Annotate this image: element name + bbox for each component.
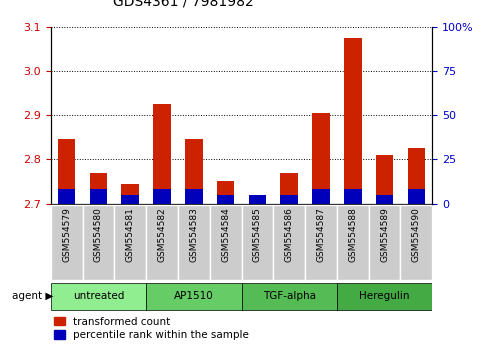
Bar: [217, 195, 234, 204]
Bar: [153, 189, 171, 204]
Text: GSM554579: GSM554579: [62, 207, 71, 262]
Bar: [408, 148, 425, 204]
Legend: transformed count, percentile rank within the sample: transformed count, percentile rank withi…: [54, 317, 249, 340]
FancyBboxPatch shape: [114, 205, 146, 280]
Bar: [90, 173, 107, 204]
Bar: [281, 173, 298, 204]
Text: untreated: untreated: [73, 291, 124, 302]
FancyBboxPatch shape: [337, 205, 369, 280]
Text: GSM554585: GSM554585: [253, 207, 262, 262]
Text: agent ▶: agent ▶: [12, 291, 54, 302]
Text: GSM554580: GSM554580: [94, 207, 103, 262]
FancyBboxPatch shape: [178, 205, 210, 280]
FancyBboxPatch shape: [210, 205, 242, 280]
Text: GSM554581: GSM554581: [126, 207, 135, 262]
FancyBboxPatch shape: [146, 283, 242, 310]
Bar: [312, 113, 330, 204]
Bar: [408, 189, 425, 204]
FancyBboxPatch shape: [51, 283, 146, 310]
Bar: [344, 38, 362, 204]
Bar: [90, 189, 107, 204]
Bar: [58, 189, 75, 204]
Text: GSM554584: GSM554584: [221, 207, 230, 262]
Bar: [58, 139, 75, 204]
Bar: [185, 189, 202, 204]
Text: GSM554590: GSM554590: [412, 207, 421, 262]
Bar: [281, 195, 298, 204]
Text: GSM554583: GSM554583: [189, 207, 199, 262]
Text: Heregulin: Heregulin: [359, 291, 410, 302]
FancyBboxPatch shape: [242, 205, 273, 280]
Bar: [376, 195, 393, 204]
Bar: [217, 182, 234, 204]
Bar: [249, 195, 266, 204]
Text: TGF-alpha: TGF-alpha: [263, 291, 316, 302]
FancyBboxPatch shape: [51, 205, 83, 280]
Bar: [121, 195, 139, 204]
FancyBboxPatch shape: [369, 205, 400, 280]
Bar: [312, 189, 330, 204]
Text: GSM554586: GSM554586: [284, 207, 294, 262]
Text: AP1510: AP1510: [174, 291, 213, 302]
Bar: [344, 189, 362, 204]
FancyBboxPatch shape: [337, 283, 432, 310]
Text: GSM554582: GSM554582: [157, 207, 167, 262]
Bar: [185, 139, 202, 204]
Bar: [376, 155, 393, 204]
Text: GDS4361 / 7981982: GDS4361 / 7981982: [113, 0, 254, 9]
Bar: [121, 184, 139, 204]
FancyBboxPatch shape: [305, 205, 337, 280]
Bar: [153, 104, 171, 204]
Text: GSM554588: GSM554588: [348, 207, 357, 262]
FancyBboxPatch shape: [242, 283, 337, 310]
FancyBboxPatch shape: [146, 205, 178, 280]
FancyBboxPatch shape: [400, 205, 432, 280]
FancyBboxPatch shape: [273, 205, 305, 280]
Text: GSM554589: GSM554589: [380, 207, 389, 262]
Bar: [249, 195, 266, 204]
Text: GSM554587: GSM554587: [316, 207, 326, 262]
FancyBboxPatch shape: [83, 205, 114, 280]
